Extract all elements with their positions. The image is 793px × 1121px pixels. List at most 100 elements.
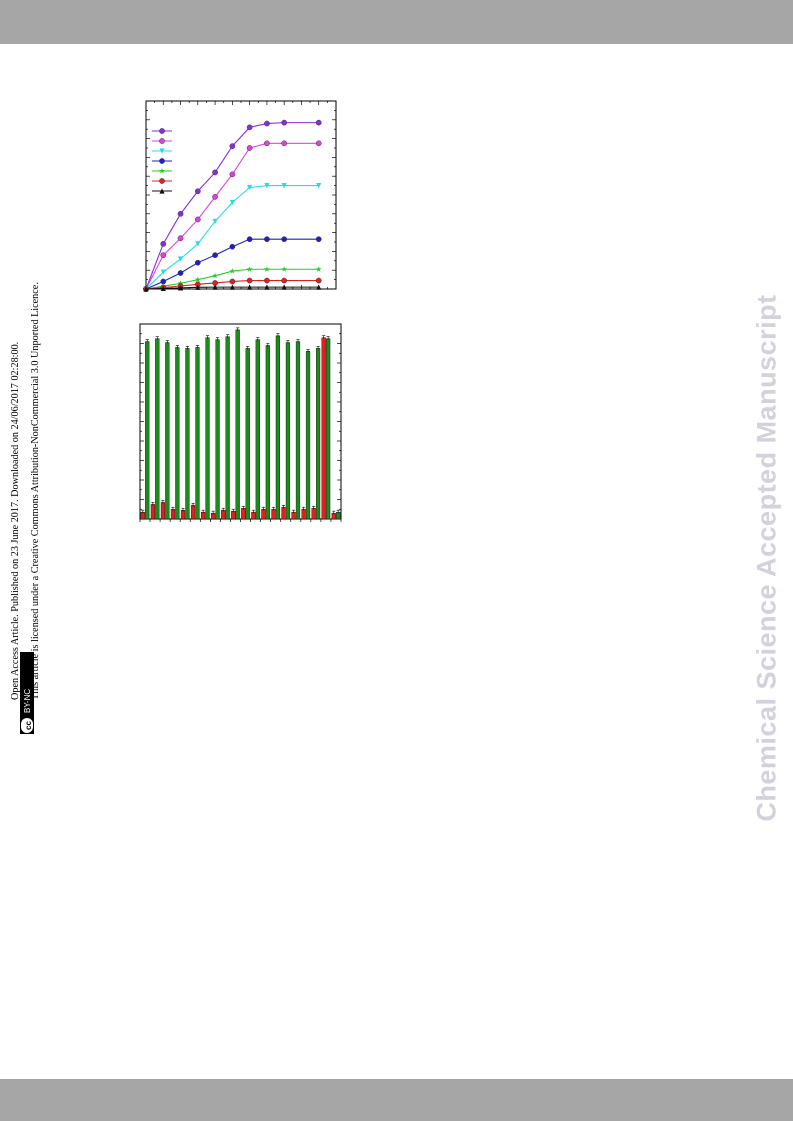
series-7	[143, 284, 322, 292]
bar-red	[170, 509, 176, 520]
data-point	[246, 266, 253, 272]
data-point	[315, 236, 322, 243]
bar-green	[145, 341, 150, 520]
bar-chart	[139, 323, 342, 522]
bar-red	[301, 509, 306, 520]
data-point	[195, 241, 201, 247]
bar-green	[245, 348, 250, 520]
data-point	[177, 285, 184, 291]
data-point	[281, 183, 287, 189]
data-point	[264, 183, 270, 189]
data-point	[316, 284, 322, 290]
data-point	[315, 140, 322, 147]
bar-green	[155, 338, 160, 520]
data-point	[195, 284, 201, 290]
data-point	[229, 243, 236, 250]
bar-green	[285, 342, 291, 520]
series-line	[145, 122, 319, 290]
data-point	[264, 120, 270, 127]
data-point	[281, 284, 287, 290]
bar-red	[311, 508, 316, 520]
data-point	[246, 124, 253, 131]
data-point	[264, 277, 270, 284]
bar-green	[305, 351, 311, 520]
cc-icon	[21, 718, 33, 733]
data-point	[212, 252, 218, 259]
bar-green	[265, 345, 270, 520]
bar-green	[205, 337, 210, 520]
series-line	[145, 268, 319, 290]
data-point	[246, 236, 253, 243]
data-point	[194, 259, 201, 266]
series-line	[145, 286, 319, 290]
series-line	[145, 142, 319, 290]
data-point	[229, 171, 236, 178]
series-2	[143, 140, 322, 292]
legend-marker	[159, 138, 165, 144]
data-point	[246, 277, 253, 284]
bar-red	[140, 511, 145, 520]
bar-red	[231, 511, 236, 520]
bar-red	[180, 510, 186, 520]
plot-frame	[139, 323, 342, 520]
data-point	[281, 277, 288, 284]
legend-marker	[159, 158, 165, 164]
data-point	[212, 284, 218, 290]
data-point	[229, 143, 236, 149]
cc-license-badge[interactable]: cc BY-NC	[20, 652, 34, 734]
data-point	[315, 266, 322, 272]
data-point	[160, 285, 166, 292]
bar-green	[195, 347, 200, 520]
data-point	[315, 119, 322, 126]
legend-marker	[159, 178, 165, 184]
bar-red	[190, 505, 196, 520]
bar-green	[336, 511, 341, 520]
series-line	[145, 185, 319, 290]
footer-bar	[0, 1079, 793, 1121]
data-point	[160, 252, 167, 259]
data-point	[264, 236, 270, 243]
bar-green	[255, 339, 260, 520]
data-point	[316, 183, 322, 189]
series-3	[143, 183, 322, 292]
data-point	[247, 184, 253, 191]
legend-marker	[159, 148, 165, 154]
data-point	[263, 266, 270, 272]
data-point	[212, 169, 218, 176]
bar-red	[201, 511, 206, 520]
legend-marker	[159, 188, 165, 194]
bar-red	[150, 504, 155, 520]
data-point	[281, 266, 288, 272]
data-point	[246, 145, 253, 151]
data-point	[194, 276, 201, 283]
data-point	[212, 194, 218, 200]
series-line	[145, 238, 319, 290]
line-chart	[143, 100, 337, 292]
data-point	[194, 216, 201, 223]
data-point	[229, 268, 236, 274]
data-point	[143, 286, 149, 292]
data-point	[264, 284, 270, 290]
data-point	[212, 272, 219, 279]
header-bar	[0, 0, 793, 44]
data-point	[264, 140, 270, 147]
data-point	[281, 140, 288, 147]
bar-green	[165, 342, 170, 520]
bar-green	[275, 335, 280, 520]
bar-green	[295, 341, 301, 520]
bar-red	[261, 509, 266, 520]
data-point	[177, 235, 184, 242]
data-point	[194, 188, 201, 195]
series-1	[143, 119, 322, 292]
data-point	[160, 269, 166, 275]
bar-green	[175, 347, 180, 520]
bar-red	[291, 511, 296, 520]
data-point	[315, 277, 322, 284]
bar-green	[326, 338, 331, 520]
bar-green	[315, 348, 321, 520]
bar-red	[321, 337, 326, 520]
data-point	[229, 278, 236, 285]
data-point	[177, 210, 184, 217]
bar-green	[225, 336, 230, 520]
